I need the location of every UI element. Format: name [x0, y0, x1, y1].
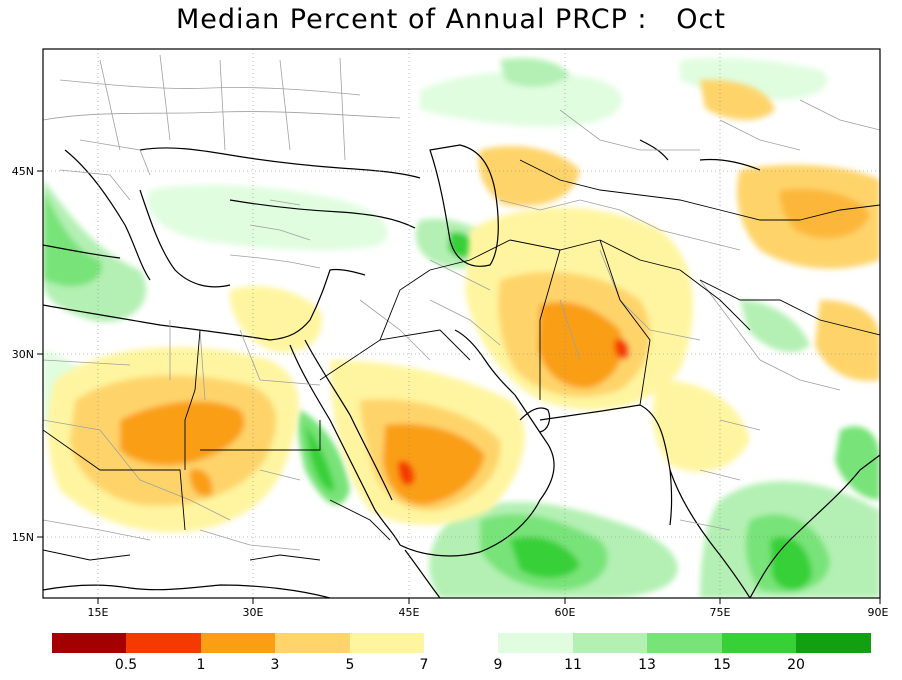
legend-label: 1: [197, 657, 206, 673]
color-legend: 0.5 1 3 5 7 9 11 13 15 20: [52, 633, 871, 673]
coast-india-west: [539, 404, 751, 598]
coast-india-east: [749, 454, 880, 598]
legend-label: 13: [638, 657, 656, 673]
legend-swatch-dry-4: [350, 633, 424, 653]
shade-egypt-dry: [229, 286, 322, 353]
shade-bengal-east-wet: [835, 426, 880, 500]
legend-label: 3: [271, 657, 280, 673]
coast-caspian: [429, 144, 499, 267]
shade-chad-dry-core: [189, 469, 213, 497]
legend-label: 11: [564, 657, 582, 673]
coast-greece: [139, 189, 231, 288]
shade-sahara-dry-core: [120, 401, 245, 466]
x-tick-labels: 15E 30E 45E 60E 75E 90E: [88, 606, 889, 619]
coast-black-sea-north: [139, 147, 421, 179]
coast-ceylon-hint: [669, 469, 673, 526]
shade-himalaya-wet: [740, 300, 810, 353]
x-tick-label: 45E: [399, 606, 420, 619]
shade-arabiansea-wet-core: [510, 536, 580, 578]
coast-gulf-guinea: [43, 584, 331, 598]
legend-label: 7: [420, 657, 429, 673]
shade-atlantic-wet: [43, 180, 147, 322]
legend-swatch-wet-4: [796, 633, 871, 653]
x-tick-label: 30E: [243, 606, 264, 619]
legend-label: 5: [346, 657, 355, 673]
coast-north-africa: [43, 268, 366, 341]
coast-tyrrhenian: [43, 244, 121, 259]
coast-italy: [64, 149, 151, 281]
legend-swatch-dry-3: [275, 633, 350, 653]
axis-ticks: [37, 170, 881, 604]
coastlines: [43, 139, 880, 598]
x-tick-label: 15E: [88, 606, 109, 619]
y-tick-label: 45N: [12, 165, 34, 178]
shade-india-dry: [652, 380, 750, 472]
coast-aral: [639, 139, 669, 161]
y-tick-label: 30N: [12, 348, 34, 361]
shade-atlantic-wet-core: [43, 190, 102, 287]
legend-label: 20: [787, 657, 805, 673]
map-area: [43, 49, 880, 598]
coast-red-sea-east: [304, 339, 393, 501]
coast-arabia-south: [399, 394, 555, 557]
shade-redsea-wet-core: [305, 425, 335, 491]
coast-horn-africa: [404, 549, 441, 598]
y-tick-label: 15N: [12, 531, 34, 544]
shade-tibet-dry: [815, 300, 880, 381]
shade-arabia-dry-min: [398, 461, 415, 486]
x-tick-label: 90E: [868, 606, 889, 619]
y-tick-labels: 45N 30N 15N: [12, 165, 34, 544]
x-tick-label: 60E: [555, 606, 576, 619]
legend-wet: 9 11 13 15 20: [494, 633, 871, 673]
legend-swatch-wet-3: [722, 633, 796, 653]
coast-black-sea-south: [229, 199, 416, 229]
shade-iran-dry-min: [614, 339, 630, 360]
coast-persian-gulf: [454, 329, 516, 396]
legend-dry: 0.5 1 3 5 7: [52, 633, 428, 673]
shade-kazakh-dry: [700, 79, 775, 120]
country-borders: [43, 159, 880, 561]
legend-swatch-dry-0: [52, 633, 126, 653]
legend-label: 9: [494, 657, 503, 673]
shade-iran-dry-core: [538, 301, 624, 389]
shade-turkey-wet: [147, 184, 388, 251]
map-title: Median Percent of Annual PRCP : Oct: [176, 4, 726, 35]
legend-swatch-wet-2: [647, 633, 722, 653]
legend-swatch-dry-1: [126, 633, 201, 653]
x-tick-label: 75E: [710, 606, 731, 619]
legend-label: 0.5: [115, 657, 137, 673]
coast-red-sea-west: [289, 344, 401, 546]
legend-swatch-wet-0: [498, 633, 573, 653]
shade-caspian-dry: [478, 146, 580, 207]
shade-russia-wet: [420, 71, 622, 127]
shade-russia-wet-core: [500, 58, 570, 87]
legend-swatch-wet-1: [573, 633, 647, 653]
legend-swatch-dry-2: [201, 633, 275, 653]
legend-label: 15: [713, 657, 731, 673]
map-frame: [42, 48, 881, 599]
coast-balkhash: [699, 158, 761, 171]
coast-qatar: [519, 407, 551, 433]
